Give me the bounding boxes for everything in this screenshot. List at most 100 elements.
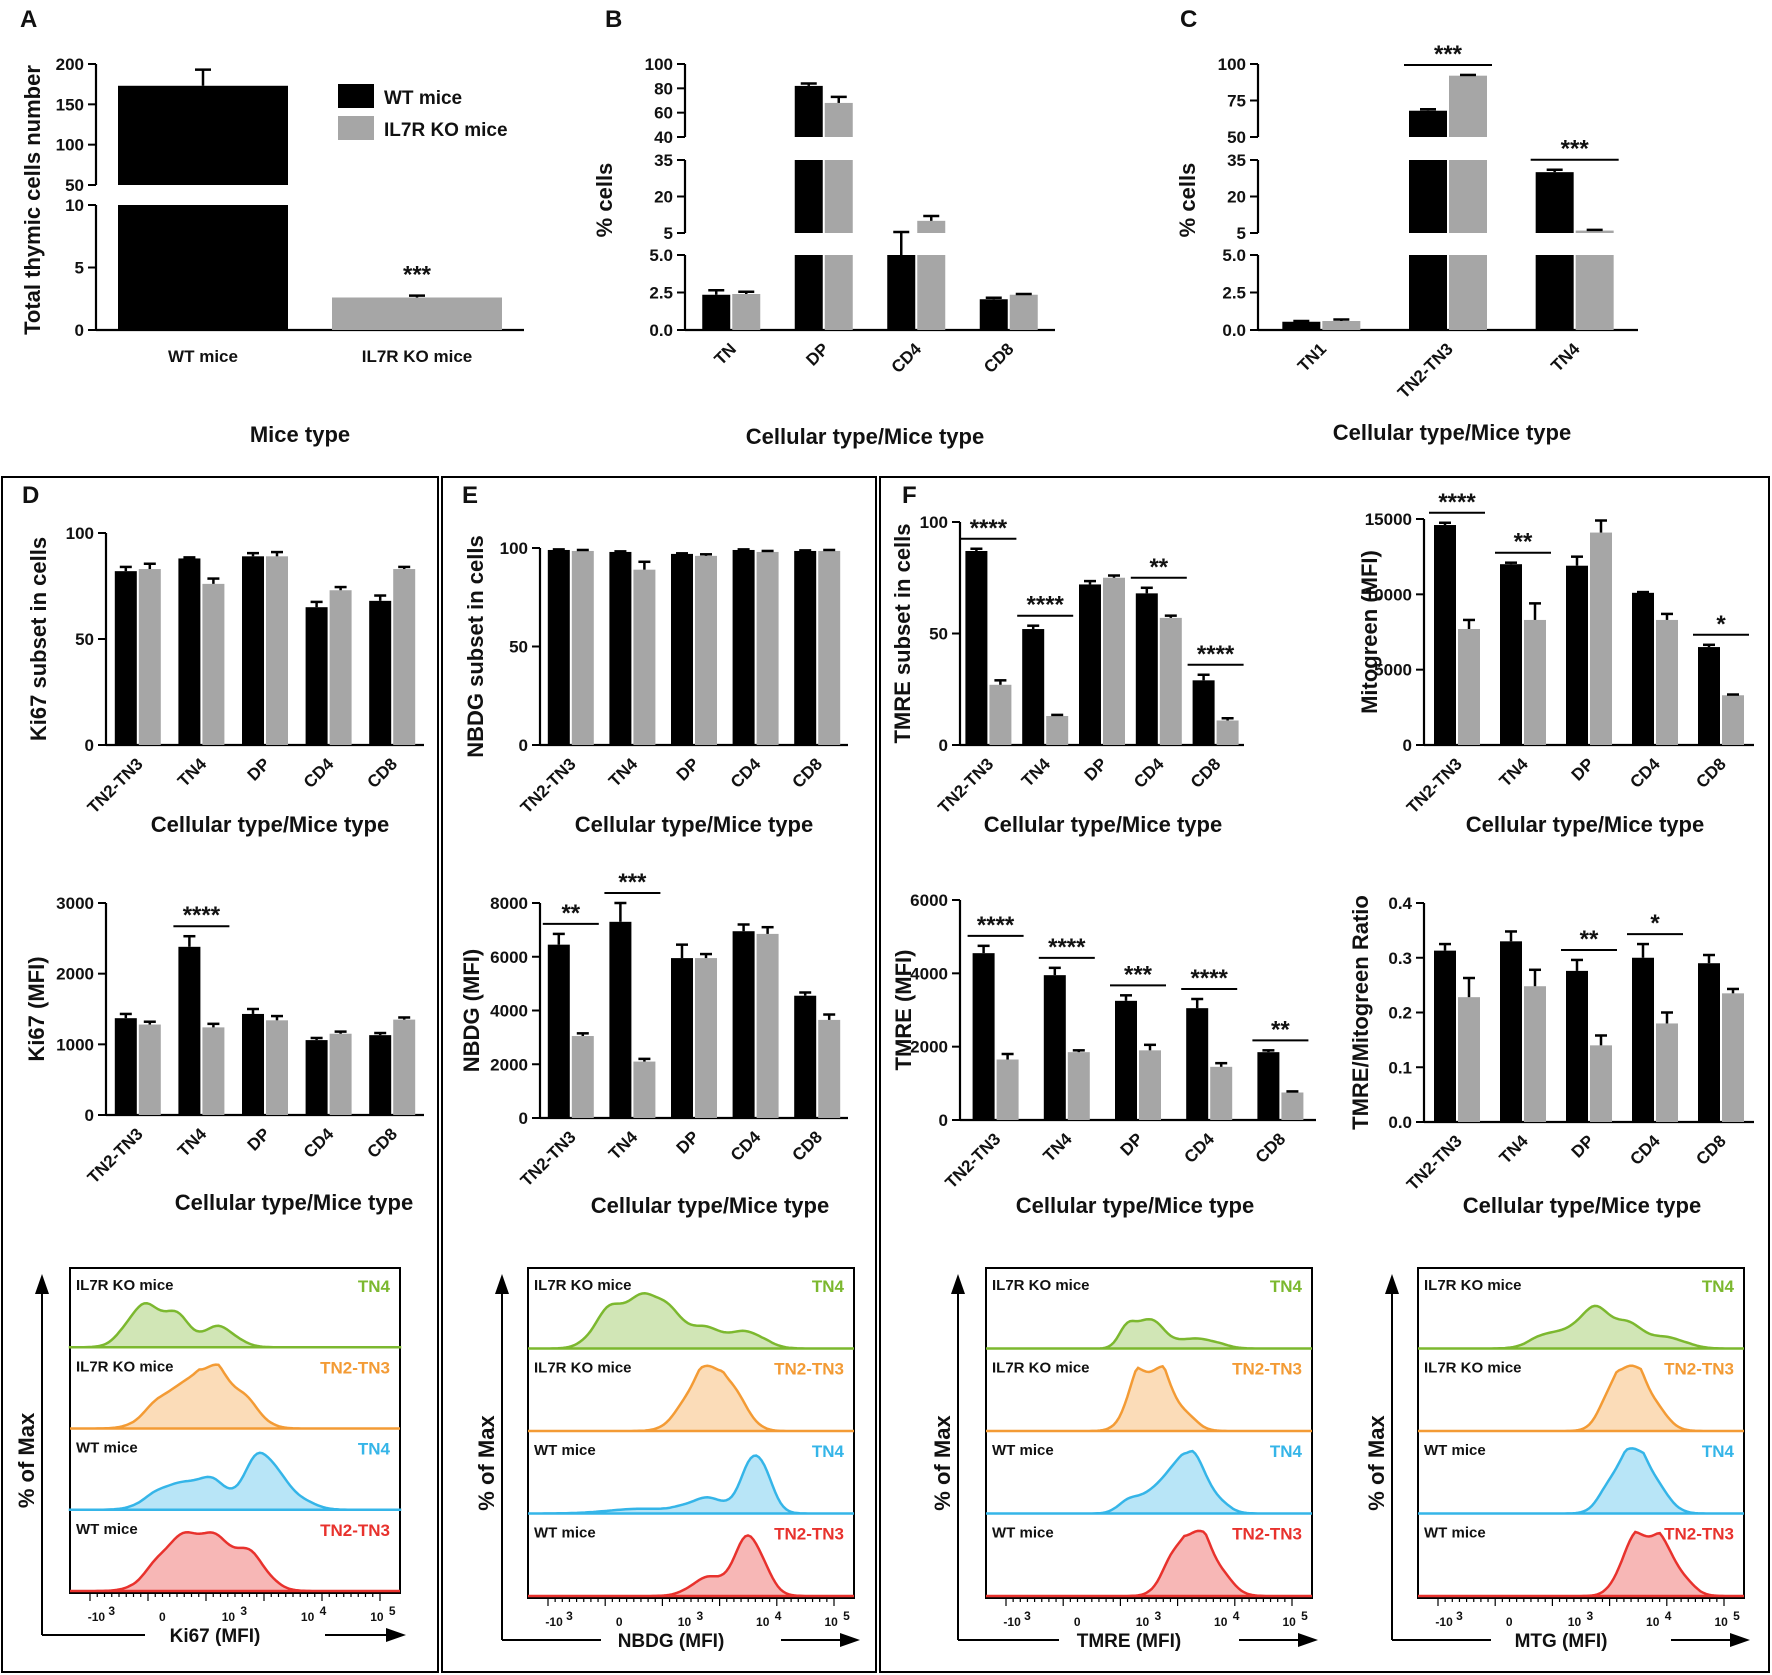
- bar-ko: [824, 255, 853, 330]
- x-axis-label: Cellular type/Mice type: [575, 812, 813, 837]
- bar-ko: [266, 556, 288, 745]
- bar-ko: [266, 1020, 288, 1115]
- track-subset-label: TN4: [358, 1440, 391, 1459]
- track-subset-label: TN2-TN3: [1232, 1360, 1302, 1379]
- histogram-trace-tn4: [1418, 1304, 1744, 1350]
- track-mice-label: IL7R KO mice: [76, 1277, 174, 1294]
- bar-ko: [824, 102, 853, 137]
- y-tick-label: 5: [664, 224, 673, 243]
- histogram-trace-tn4: [528, 1292, 854, 1350]
- bar-ko: [202, 1027, 225, 1115]
- y-tick-label: 4000: [490, 1002, 528, 1021]
- y-tick-label: 100: [645, 55, 673, 74]
- histogram-trace-tn4: [1418, 1447, 1744, 1515]
- y-tick-label: 100: [920, 513, 948, 532]
- bar-ko: [1009, 294, 1038, 330]
- panel-letter: D: [22, 482, 39, 509]
- log-tick-exponent: 5: [843, 1609, 850, 1623]
- log-tick-label: 10: [1283, 1615, 1297, 1629]
- arrow-up-icon: [1385, 1274, 1399, 1294]
- y-tick-label: 100: [1218, 55, 1246, 74]
- x-tick-label: CD8: [1187, 754, 1224, 791]
- bar-wt: [1566, 565, 1588, 745]
- bar-ko: [1281, 1092, 1304, 1120]
- significance-stars: *: [1650, 910, 1660, 937]
- y-tick-label: 3000: [56, 894, 94, 913]
- track-mice-label: IL7R KO mice: [1424, 1360, 1522, 1377]
- y-axis-label: Ki67 subset in cells: [26, 537, 51, 741]
- bar-wt: [702, 294, 731, 330]
- bar-wt: [1434, 950, 1456, 1122]
- log-tick-exponent: 3: [108, 1604, 115, 1618]
- x-tick-label: DP: [1568, 1131, 1598, 1161]
- track-subset-label: TN4: [1270, 1277, 1303, 1296]
- chart-E2: 0 2000 4000 6000 8000 TN2-TN3 ** TN4 *** DP CD4 CD8…: [459, 869, 848, 1218]
- y-tick-label: 100: [66, 524, 94, 543]
- y-tick-label: 75: [1227, 92, 1246, 111]
- x-tick-label: TN2-TN3: [517, 1127, 580, 1190]
- log-tick-label: -10: [1435, 1615, 1453, 1629]
- bar-wt: [609, 921, 632, 1118]
- bar-ko: [732, 294, 761, 330]
- x-tick-label: CD4: [300, 1124, 338, 1162]
- x-axis-label: Cellular type/Mice type: [1463, 1193, 1701, 1218]
- bar-ko: [138, 1024, 161, 1115]
- log-tick-exponent: 4: [1665, 1609, 1672, 1623]
- y-tick-label: 20: [654, 188, 673, 207]
- y-tick-label: 50: [509, 638, 528, 657]
- histogram-trace-tn2-tn3: [528, 1534, 854, 1598]
- log-tick-label: -10: [1003, 1615, 1021, 1629]
- x-axis-label: Cellular type/Mice type: [175, 1190, 413, 1215]
- bar-wt: [1282, 321, 1321, 330]
- bar-wt: [1632, 957, 1654, 1122]
- log-tick-label: 10: [825, 1615, 839, 1629]
- bar-ko: [1656, 619, 1678, 745]
- bar-ko: [1103, 577, 1125, 745]
- chart-B: 0.0 2.5 5.0 5 20 35 40 60 80 100 TN DP CD4 CD8 % cells…: [592, 55, 1055, 449]
- bar-ko: [989, 684, 1012, 745]
- histogram-trace-tn4: [986, 1317, 1312, 1350]
- bar-ko: [818, 550, 841, 745]
- bar-ko: [695, 555, 717, 745]
- y-tick-label: 50: [75, 630, 94, 649]
- bar-wt: [1043, 975, 1066, 1120]
- significance-stars: **: [1271, 1016, 1290, 1043]
- panel-letter: B: [605, 6, 622, 33]
- log-tick-label: 0: [1074, 1615, 1081, 1629]
- log-tick-exponent: 3: [696, 1609, 703, 1623]
- x-tick-label: TN4: [605, 754, 642, 791]
- x-label-backdrop: [1059, 1631, 1239, 1651]
- bar-ko: [1159, 617, 1182, 745]
- histogram-trace-tn2-tn3: [1418, 1364, 1744, 1433]
- log-tick-label: 10: [1214, 1615, 1228, 1629]
- histogram-trace-tn2-tn3: [528, 1364, 854, 1433]
- histogram-frame: [69, 1267, 401, 1594]
- log-tick-label: 10: [370, 1610, 384, 1624]
- y-tick-label: 2.5: [649, 284, 673, 303]
- bar-ko: [917, 220, 946, 233]
- y-tick-label: 35: [1227, 151, 1246, 170]
- track-mice-label: WT mice: [1424, 1525, 1486, 1542]
- bar-wt: [1135, 593, 1158, 745]
- bar-wt: [1632, 592, 1654, 745]
- log-tick-exponent: 3: [1154, 1609, 1161, 1623]
- log-tick-exponent: 5: [389, 1604, 396, 1618]
- y-tick-label: 200: [56, 55, 84, 74]
- histogram-trace-tn2-tn3: [70, 1363, 400, 1430]
- y-tick-label: 50: [1227, 128, 1246, 147]
- y-tick-label: 35: [654, 151, 673, 170]
- histogram-D3: IL7R KO mice TN4 IL7R KO mice TN2-TN3 WT mic…: [14, 1267, 406, 1647]
- x-tick-label: CD4: [300, 754, 338, 792]
- x-axis-label: Mice type: [250, 422, 350, 447]
- x-tick-label: TN2-TN3: [1403, 1131, 1466, 1194]
- track-mice-label: WT mice: [992, 1525, 1054, 1542]
- bar-ko: [1524, 986, 1546, 1122]
- x-tick-label: CD4: [727, 1127, 765, 1165]
- bar-ko: [1722, 993, 1744, 1122]
- log-tick-label: 10: [222, 1610, 236, 1624]
- arrow-up-icon: [495, 1274, 509, 1294]
- bar-ko: [633, 1061, 656, 1118]
- bar-ko: [393, 1019, 416, 1115]
- bar-wt: [305, 1040, 328, 1115]
- y-tick-label: 60: [654, 104, 673, 123]
